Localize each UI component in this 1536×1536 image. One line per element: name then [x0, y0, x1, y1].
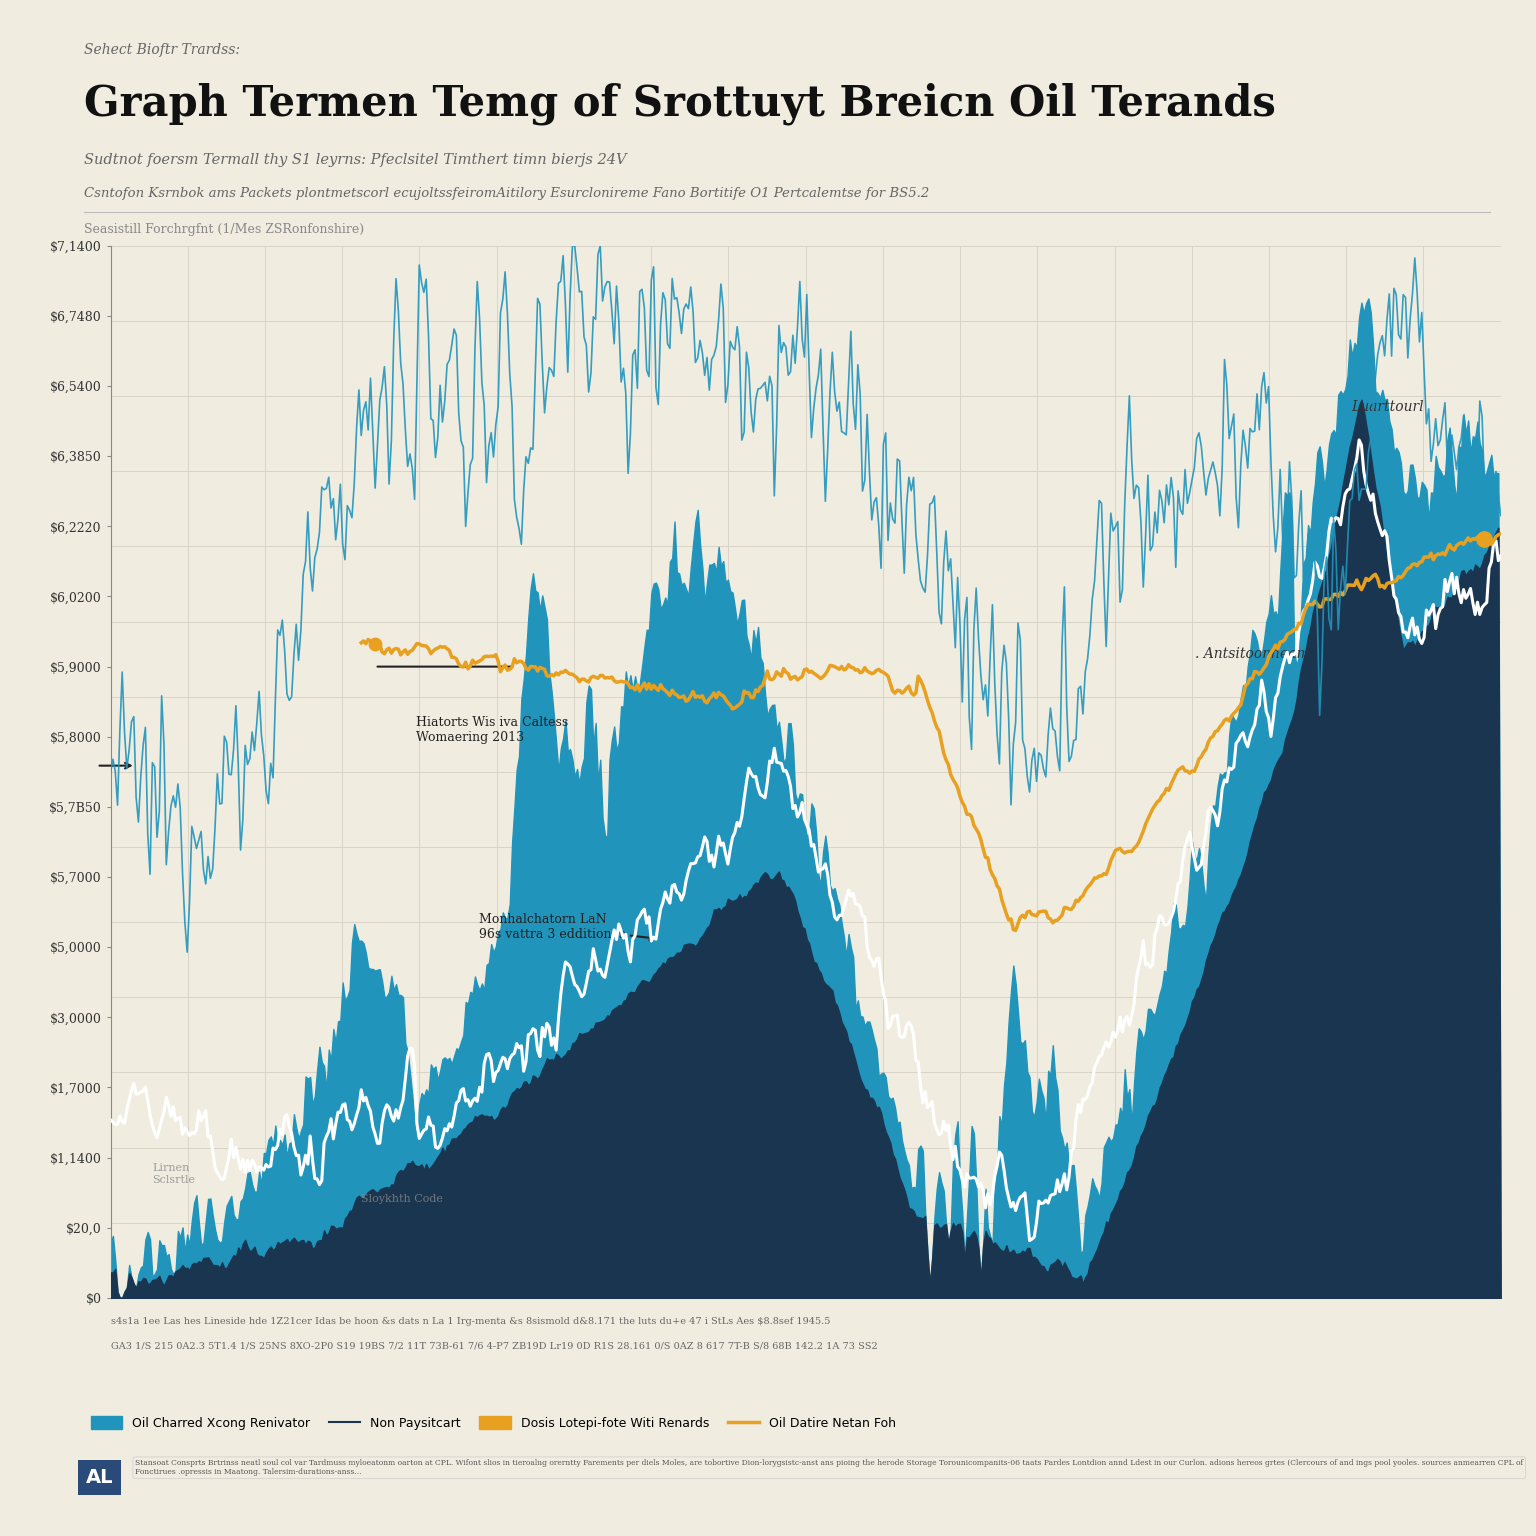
Text: . Antsitoonheam: . Antsitoonheam: [1195, 647, 1310, 660]
Text: Sloykhth Code: Sloykhth Code: [361, 1193, 442, 1204]
Text: AL: AL: [86, 1468, 114, 1487]
Text: Sudtnot foersm Termall thy S1 leyrns: Pfeclsitel Timthert timn bierjs 24V: Sudtnot foersm Termall thy S1 leyrns: Pf…: [84, 154, 627, 167]
Text: GA3 1/S 215 0A2.3 5T1.4 1/S 25NS 8XO-2P0 S19 19BS 7/2 11T 73B-61 7/6 4-P7 ZB19D : GA3 1/S 215 0A2.3 5T1.4 1/S 25NS 8XO-2P0…: [111, 1341, 877, 1350]
Text: Seasistill Forchrgfnt (1/Mes ZSRonfonshire): Seasistill Forchrgfnt (1/Mes ZSRonfonshi…: [84, 223, 364, 237]
Text: s4s1a 1ee Las hes Lineside hde 1Z21cer Idas be hoon &s dats n La 1 Irg-menta &s : s4s1a 1ee Las hes Lineside hde 1Z21cer I…: [111, 1316, 829, 1326]
Text: Hiatorts Wis iva Caltess
Womaering 2013: Hiatorts Wis iva Caltess Womaering 2013: [416, 716, 568, 743]
Text: Stansoat Consprts Brtrinss neatl soul col var Tardmuss myloeatonm oarton at CPL.: Stansoat Consprts Brtrinss neatl soul co…: [135, 1459, 1524, 1476]
Text: Csntofon Ksrnbok ams Packets plontmetscorl ecujoltssfeiromAitilory Esurclonireme: Csntofon Ksrnbok ams Packets plontmetsco…: [84, 186, 929, 200]
Legend: Oil Charred Xcong Renivator, Non Paysitcart, Dosis Lotepi-fote Witi Renards, Oil: Oil Charred Xcong Renivator, Non Paysitc…: [91, 1416, 895, 1430]
Text: Sehect Bioftr Trardss:: Sehect Bioftr Trardss:: [84, 43, 241, 57]
Text: Graph Termen Temg of Srottuyt Breicn Oil Terands: Graph Termen Temg of Srottuyt Breicn Oil…: [84, 83, 1276, 124]
Text: Lirnen
Sclsrtle: Lirnen Sclsrtle: [152, 1163, 195, 1184]
Text: Luarttourl: Luarttourl: [1352, 399, 1424, 413]
Text: Monhalchatorn LaN
96s vattra 3 edditiones: Monhalchatorn LaN 96s vattra 3 edditione…: [479, 912, 654, 940]
